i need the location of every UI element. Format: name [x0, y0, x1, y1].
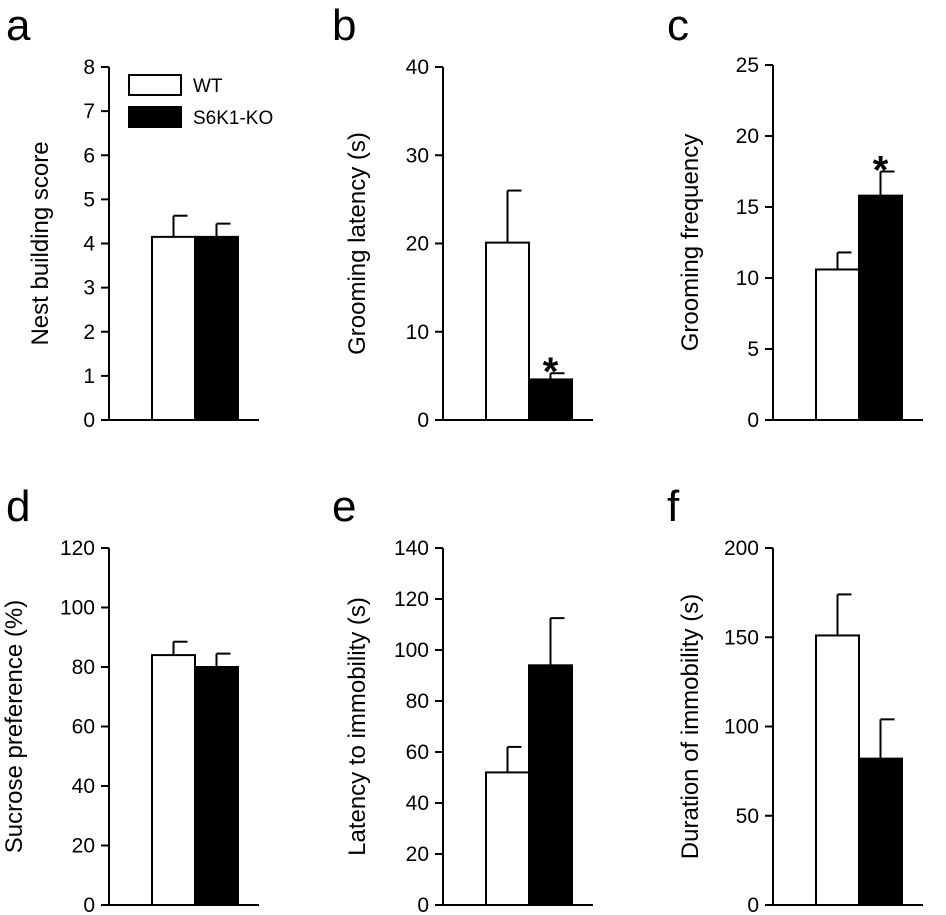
y-axis-label: Nest building score	[27, 141, 54, 345]
panel-letter: d	[6, 482, 30, 531]
y-tick-label: 20	[406, 233, 429, 256]
y-axis-label: Duration of immobility (s)	[677, 594, 704, 859]
y-tick-label: 4	[83, 233, 95, 256]
chart-panel-e: e Latency to immobility (s) 0 20 40 60 80 100 12…	[332, 482, 593, 915]
y-tick-label: 40	[72, 775, 95, 798]
y-tick-label: 0	[747, 894, 759, 915]
panel-letter: c	[667, 1, 689, 50]
bar-WT	[151, 235, 196, 421]
y-tick-label: 80	[406, 690, 429, 713]
y-tick-label: 100	[394, 639, 429, 662]
y-axis-label: Latency to immobility (s)	[344, 597, 371, 856]
bar-WT	[485, 241, 530, 421]
y-tick-label: 0	[747, 409, 759, 432]
legend-label-S6K1-KO: S6K1-KO	[193, 108, 273, 129]
panel-letter: a	[6, 1, 31, 50]
chart-panel-d: d Sucrose preference (%) 0 20 40 60 80 100 120	[1, 482, 259, 915]
y-tick-label: 8	[83, 56, 95, 79]
y-tick-label: 140	[394, 537, 429, 560]
y-tick-label: 30	[406, 144, 429, 167]
y-tick-label: 20	[72, 835, 95, 858]
y-tick-label: 25	[736, 54, 759, 77]
y-tick-label: 60	[406, 741, 429, 764]
legend: WT S6K1-KO	[128, 74, 273, 129]
y-axis-label: Grooming latency (s)	[344, 132, 371, 355]
y-tick-label: 0	[417, 409, 429, 432]
y-tick-label: 100	[60, 597, 95, 620]
y-tick-label: 3	[83, 277, 95, 300]
y-tick-label: 120	[60, 537, 95, 560]
bar-WT	[815, 268, 860, 422]
chart-panel-b: b Grooming latency (s) 0 10 20 30 40 *	[332, 1, 593, 432]
bar-S6K1-KO	[528, 378, 573, 421]
y-tick-label: 100	[724, 716, 759, 739]
bar-S6K1-KO	[858, 757, 903, 906]
y-tick-label: 200	[724, 537, 759, 560]
y-tick-label: 7	[83, 100, 95, 123]
y-tick-label: 10	[406, 321, 429, 344]
y-tick-label: 15	[736, 196, 759, 219]
y-tick-label: 50	[736, 805, 759, 828]
y-tick-label: 150	[724, 626, 759, 649]
y-tick-label: 2	[83, 321, 95, 344]
y-tick-label: 1	[83, 365, 95, 388]
chart-panel-f: f Duration of immobility (s) 0 50 100 150 200	[667, 482, 923, 915]
significance-asterisk: *	[873, 149, 889, 193]
y-tick-label: 80	[72, 656, 95, 679]
y-axis-label: Grooming frequency	[677, 134, 704, 351]
y-tick-label: 60	[72, 716, 95, 739]
legend-label-WT: WT	[193, 76, 223, 97]
chart-panel-c: c Grooming frequency 0 5 10 15 20 25 *	[667, 1, 923, 432]
bar-S6K1-KO	[528, 664, 573, 906]
panel-letter: e	[332, 482, 356, 531]
bar-S6K1-KO	[194, 666, 239, 906]
y-tick-label: 120	[394, 588, 429, 611]
bar-WT	[815, 634, 860, 907]
bar-S6K1-KO	[858, 194, 903, 421]
y-tick-label: 6	[83, 144, 95, 167]
y-tick-label: 20	[736, 125, 759, 148]
y-tick-label: 20	[406, 843, 429, 866]
legend-swatch-WT	[128, 74, 182, 96]
significance-asterisk: *	[543, 350, 559, 394]
bar-WT	[151, 654, 196, 906]
y-tick-label: 40	[406, 56, 429, 79]
y-tick-label: 5	[83, 188, 95, 211]
chart-panel-a: a Nest building score 0 1 2 3 4 5 6 7 8 WT S6K1-KO	[6, 1, 273, 432]
y-tick-label: 5	[747, 338, 759, 361]
y-axis-label: Sucrose preference (%)	[1, 600, 28, 853]
y-tick-label: 0	[83, 409, 95, 432]
y-tick-label: 0	[83, 894, 95, 915]
panel-letter: b	[332, 1, 356, 50]
panel-letter: f	[667, 482, 680, 531]
y-tick-label: 40	[406, 792, 429, 815]
bar-WT	[485, 771, 530, 907]
bar-S6K1-KO	[194, 235, 239, 421]
y-tick-label: 0	[417, 894, 429, 915]
y-tick-label: 10	[736, 267, 759, 290]
legend-swatch-S6K1-KO	[128, 106, 182, 128]
